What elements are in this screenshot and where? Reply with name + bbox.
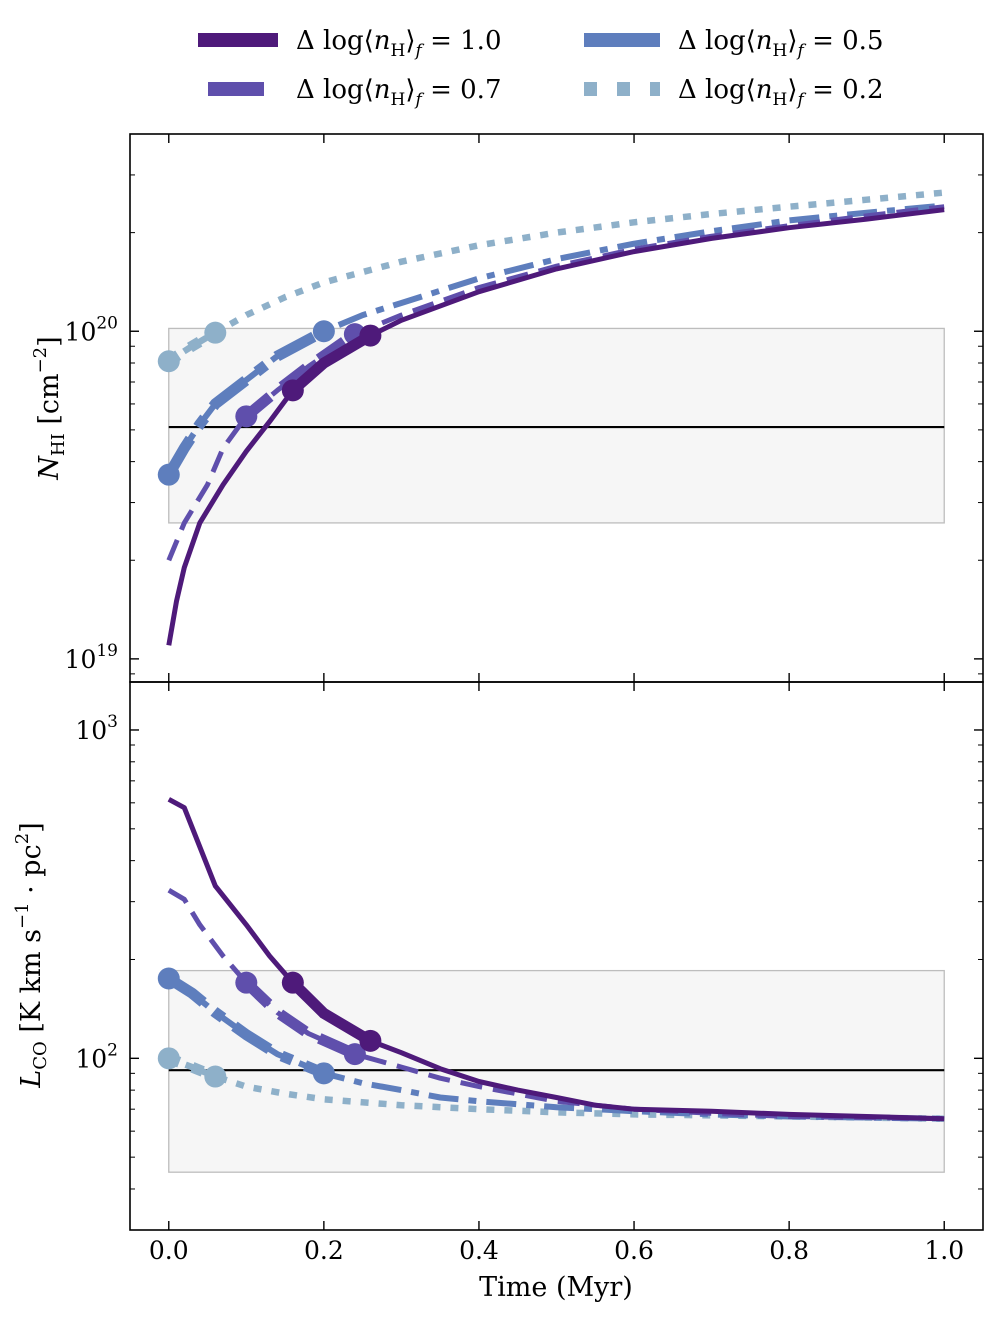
- top-series-1-marker-2: [359, 324, 382, 347]
- xtick-label-2: 0.4: [459, 1236, 499, 1265]
- top-series-3-marker-1: [157, 463, 180, 486]
- xtick-label-4: 0.8: [769, 1236, 809, 1265]
- top-ytick-label-0: 1019: [65, 641, 118, 674]
- top-y-axis-label: NHI [cm−2]: [30, 336, 69, 480]
- top-series-thick-3: [164, 326, 327, 478]
- legend-label-2: Δ log⟨nH⟩f = 0.7: [296, 75, 502, 110]
- bottom-series-1-marker-1: [281, 971, 304, 994]
- top-series-1-marker-1: [281, 379, 304, 402]
- xtick-label-0: 0.0: [149, 1236, 189, 1265]
- bottom-series-3-marker-1: [157, 967, 180, 990]
- top-series-2-marker-1: [235, 405, 258, 428]
- xtick-label-1: 0.2: [304, 1236, 344, 1265]
- xtick-label-3: 0.6: [614, 1236, 654, 1265]
- bottom-series-1-marker-2: [359, 1029, 382, 1052]
- bottom-series-4-marker-1: [157, 1047, 180, 1070]
- bottom-series-2-marker-2: [343, 1043, 366, 1066]
- top-series-4-marker-1: [157, 350, 180, 373]
- legend-label-1: Δ log⟨nH⟩f = 1.0: [296, 26, 502, 61]
- axis-labels: Time (Myr) NHI [cm−2] LCO [K km s−1 · pc2]: [12, 336, 633, 1303]
- x-axis-label: Time (Myr): [479, 1272, 633, 1303]
- bottom-series-2-marker-1: [235, 971, 258, 994]
- top-series-thick-1: [289, 330, 374, 395]
- top-panel-nhi: 1019 1020: [65, 133, 984, 683]
- bottom-observed-range-band: [168, 969, 945, 1173]
- top-ytick-label-1: 1020: [65, 313, 118, 346]
- bottom-series-3-marker-2: [312, 1062, 335, 1085]
- top-series-line-3: [166, 202, 945, 477]
- bottom-series-thick-1: [288, 978, 374, 1046]
- top-series-3-marker-2: [312, 320, 335, 343]
- bottom-series-thick-3: [165, 973, 326, 1079]
- top-series-4-marker-2: [204, 321, 227, 344]
- bottom-series-line-3: [167, 975, 945, 1122]
- legend-label-4: Δ log⟨nH⟩f = 0.2: [678, 75, 884, 110]
- bottom-series-line-1: [167, 797, 945, 1122]
- bottom-y-axis-label: LCO [K km s−1 · pc2]: [12, 822, 51, 1088]
- legend-label-3: Δ log⟨nH⟩f = 0.5: [678, 26, 884, 61]
- bottom-series-4-marker-2: [204, 1065, 227, 1088]
- top-observed-range-band: [168, 327, 945, 524]
- legend: Δ log⟨nH⟩f = 1.0 Δ log⟨nH⟩f = 0.7 Δ log⟨nH…: [198, 26, 884, 110]
- top-series-thick-2: [242, 329, 359, 421]
- bottom-ytick-label-1: 103: [75, 712, 118, 745]
- bottom-series-thick-2: [242, 978, 358, 1060]
- xtick-label-5: 1.0: [924, 1236, 964, 1265]
- bottom-panel-lco: 102 103 0.0 0.2 0.4 0.6 0.8 1.0: [75, 681, 984, 1265]
- bottom-ytick-label-0: 102: [75, 1040, 118, 1073]
- bottom-axes-frame: [129, 681, 984, 1231]
